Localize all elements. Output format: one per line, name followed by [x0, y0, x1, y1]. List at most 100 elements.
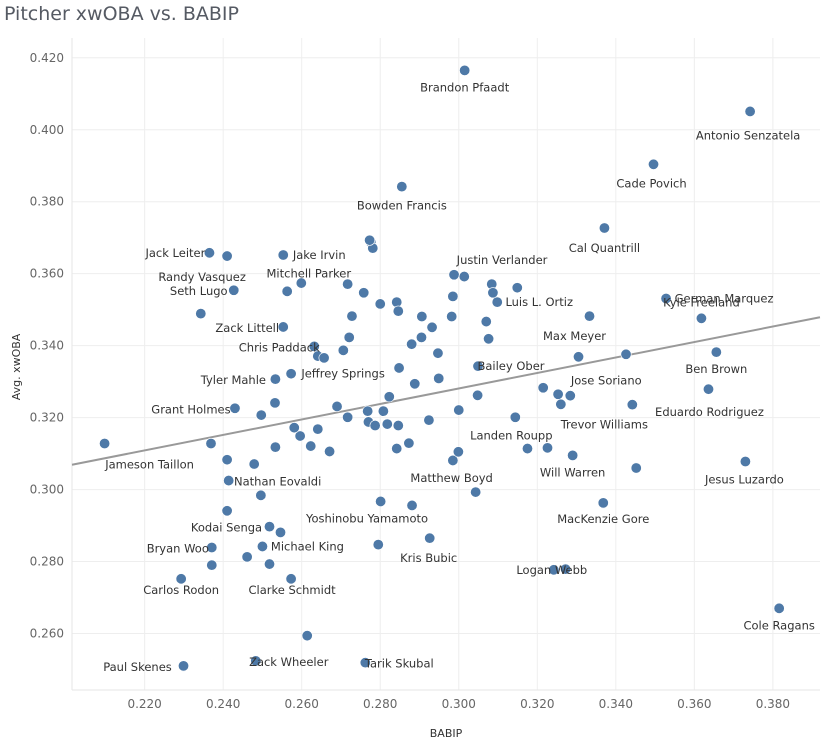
- trend-line-group: [71, 316, 821, 466]
- point-label: German Marquez: [675, 292, 774, 306]
- point-label: Michael King: [271, 539, 344, 553]
- data-point: [710, 346, 722, 358]
- y-tick-label: 0.360: [30, 267, 64, 281]
- axes: [71, 38, 820, 691]
- data-point: [702, 383, 714, 395]
- data-point: [584, 310, 596, 322]
- data-point: [205, 438, 217, 450]
- data-point: [630, 462, 642, 474]
- data-point: [487, 287, 499, 299]
- x-tick-label: 0.380: [756, 697, 790, 711]
- point-label: Antonio Senzatela: [696, 128, 800, 142]
- data-point: [241, 551, 253, 563]
- data-point: [221, 454, 233, 466]
- point-label: Jameson Taillon: [104, 458, 194, 472]
- data-point: [447, 454, 459, 466]
- point-label: Cal Quantrill: [569, 241, 640, 255]
- point-label: Ben Brown: [685, 362, 747, 376]
- trend-line: [71, 316, 821, 466]
- data-point: [308, 340, 320, 352]
- point-label: Jack Leiter: [144, 246, 205, 260]
- point-label: MacKenzie Gore: [557, 512, 649, 526]
- data-point: [392, 420, 404, 432]
- point-label: Chris Paddack: [239, 340, 320, 354]
- point-label: Jose Soriano: [570, 374, 642, 388]
- gridlines: [72, 38, 820, 690]
- point-label: Landen Roupp: [470, 428, 552, 442]
- x-axis-title: BABIP: [430, 727, 463, 740]
- data-point: [381, 418, 393, 430]
- data-point: [511, 282, 523, 294]
- data-point: [552, 388, 564, 400]
- data-point: [406, 499, 418, 511]
- point-label: Kyle Freeland: [663, 295, 740, 309]
- point-label: Yoshinobu Yamamoto: [305, 511, 428, 525]
- data-point: [312, 423, 324, 435]
- data-point: [264, 521, 276, 533]
- x-tick-label: 0.240: [206, 697, 240, 711]
- point-label: Will Warren: [540, 465, 605, 479]
- data-point: [221, 250, 233, 262]
- data-point: [472, 360, 484, 372]
- point-label: Cole Ragans: [743, 618, 814, 632]
- point-label: Nathan Eovaldi: [234, 475, 321, 489]
- y-tick-label: 0.340: [30, 339, 64, 353]
- point-label: Bowden Francis: [357, 199, 447, 213]
- data-point: [447, 290, 459, 302]
- data-point: [342, 411, 354, 423]
- data-point: [264, 558, 276, 570]
- point-label: Tyler Mahle: [200, 373, 266, 387]
- data-point: [324, 445, 336, 457]
- data-point: [446, 311, 458, 323]
- data-point: [393, 362, 405, 374]
- point-label: Cade Povich: [616, 176, 686, 190]
- point-label: Kodai Senga: [191, 521, 262, 535]
- data-point: [342, 278, 354, 290]
- data-point: [472, 389, 484, 401]
- data-point: [660, 293, 672, 305]
- data-point: [426, 321, 438, 333]
- data-point: [396, 181, 408, 193]
- data-point: [470, 486, 482, 498]
- point-label: Eduardo Rodriguez: [655, 405, 764, 419]
- data-point: [567, 449, 579, 461]
- point-label: Seth Lugo: [170, 284, 228, 298]
- x-tick-label: 0.220: [127, 697, 161, 711]
- point-label: Jake Irvin: [292, 248, 346, 262]
- data-point: [573, 351, 585, 363]
- data-point: [409, 378, 421, 390]
- data-point: [521, 443, 533, 455]
- data-point: [458, 271, 470, 283]
- x-tick-label: 0.280: [363, 697, 397, 711]
- point-labels: Brandon Pfaadt Antonio Senzatela Cade Povi…: [103, 80, 815, 674]
- data-point: [281, 285, 293, 297]
- data-point: [250, 655, 262, 667]
- data-point: [391, 443, 403, 455]
- data-point: [203, 247, 215, 259]
- data-point: [648, 158, 660, 170]
- data-point: [269, 441, 281, 453]
- point-label: Trevor Williams: [560, 418, 648, 432]
- data-point: [372, 539, 384, 551]
- x-tick-label: 0.360: [677, 697, 711, 711]
- point-label: Carlos Rodon: [143, 583, 219, 597]
- data-point: [285, 368, 297, 380]
- point-label: Brandon Pfaadt: [420, 80, 510, 94]
- data-point: [229, 402, 241, 414]
- data-point: [448, 269, 460, 281]
- data-point: [423, 414, 435, 426]
- y-tick-label: 0.280: [30, 555, 64, 569]
- point-label: Kris Bubic: [400, 551, 457, 565]
- data-point: [195, 308, 207, 320]
- data-point: [383, 391, 395, 403]
- data-point: [206, 559, 218, 571]
- data-point: [598, 222, 610, 234]
- data-point: [416, 311, 428, 323]
- data-point: [739, 456, 751, 468]
- data-point: [375, 495, 387, 507]
- x-tick-label: 0.320: [520, 697, 554, 711]
- data-point: [406, 338, 418, 350]
- data-point: [364, 234, 376, 246]
- data-point: [359, 657, 371, 669]
